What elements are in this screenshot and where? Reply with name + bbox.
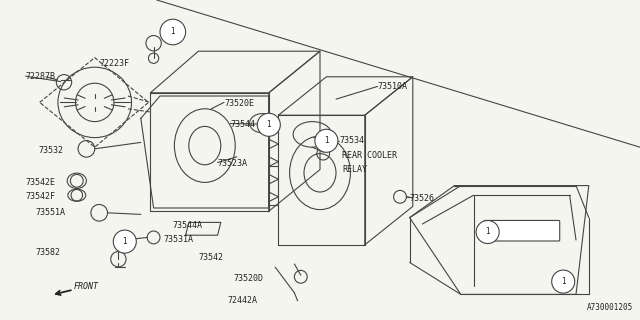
Text: 73531A: 73531A <box>163 236 193 244</box>
Text: 73523A: 73523A <box>218 159 248 168</box>
Text: 73582: 73582 <box>35 248 60 257</box>
Circle shape <box>113 230 136 253</box>
Text: 73542E: 73542E <box>26 178 56 187</box>
Text: 73544A: 73544A <box>173 221 203 230</box>
Circle shape <box>315 129 338 152</box>
Text: FRONT: FRONT <box>74 282 99 291</box>
Text: A730001205: A730001205 <box>588 303 634 312</box>
Text: 1: 1 <box>266 120 271 129</box>
Circle shape <box>257 113 280 136</box>
Text: 73534: 73534 <box>339 136 364 145</box>
Text: 72287B: 72287B <box>26 72 56 81</box>
Text: REAR COOLER: REAR COOLER <box>342 151 397 160</box>
Text: 73542: 73542 <box>198 253 223 262</box>
Circle shape <box>160 19 186 45</box>
Text: 73485: 73485 <box>506 228 531 236</box>
Text: 1: 1 <box>324 136 329 145</box>
Text: 1: 1 <box>170 28 175 36</box>
Text: 1: 1 <box>485 228 490 236</box>
Text: 73520E: 73520E <box>224 100 254 108</box>
Text: 73532: 73532 <box>38 146 63 155</box>
Text: 72442A: 72442A <box>227 296 257 305</box>
Circle shape <box>552 270 575 293</box>
Text: 73510A: 73510A <box>378 82 408 91</box>
Text: 72223F: 72223F <box>99 60 129 68</box>
Text: 73542F: 73542F <box>26 192 56 201</box>
Text: 73551A: 73551A <box>35 208 65 217</box>
FancyBboxPatch shape <box>484 220 560 241</box>
Text: 1: 1 <box>561 277 566 286</box>
Text: RELAY: RELAY <box>342 165 367 174</box>
Text: 73520D: 73520D <box>234 274 264 283</box>
Text: 1: 1 <box>122 237 127 246</box>
Text: 73526: 73526 <box>410 194 435 203</box>
Circle shape <box>476 220 499 244</box>
Text: 73544: 73544 <box>230 120 255 129</box>
